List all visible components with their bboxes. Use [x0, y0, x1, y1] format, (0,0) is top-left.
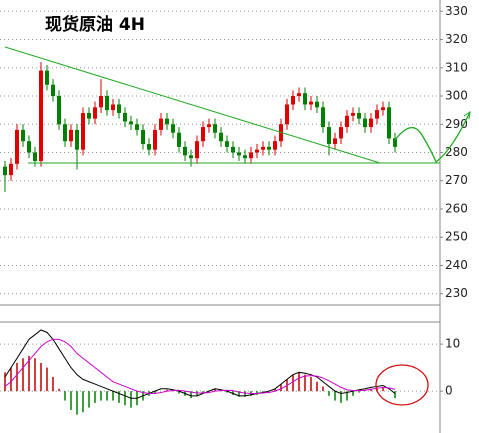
candle-body: [273, 141, 277, 150]
candle-body: [369, 118, 373, 128]
candle-body: [309, 101, 313, 105]
candle-body: [195, 141, 199, 159]
candle-body: [333, 138, 337, 145]
highlight-circle: [375, 364, 429, 406]
y-tick-label: 300: [445, 89, 468, 103]
candle-body: [111, 104, 115, 111]
candle-body: [255, 149, 259, 153]
candle-body: [345, 115, 349, 128]
candle-body: [267, 146, 271, 150]
candle-body: [189, 155, 193, 159]
candle-body: [9, 163, 13, 176]
candle-body: [45, 70, 49, 85]
candle-body: [171, 124, 175, 133]
candle-body: [81, 112, 85, 150]
candle-body: [51, 84, 55, 97]
candle-body: [249, 152, 253, 159]
y-tick-label: 250: [445, 230, 468, 244]
candle-body: [351, 112, 355, 116]
candle-body: [357, 112, 361, 119]
candle-body: [135, 124, 139, 130]
candle-body: [237, 152, 241, 156]
candle-body: [69, 129, 73, 142]
chart-title: 现货原油 4H: [45, 14, 145, 35]
candle-body: [57, 96, 61, 125]
candle-body: [141, 129, 145, 145]
candle-body: [339, 127, 343, 139]
candle-body: [315, 101, 319, 108]
candle-body: [27, 141, 31, 153]
candle-body: [93, 107, 97, 119]
y-tick-label: 270: [445, 173, 468, 187]
y-tick-label: 240: [445, 258, 468, 272]
candle-body: [225, 141, 229, 147]
candle-body: [363, 118, 367, 128]
candle-body: [105, 96, 109, 111]
candle-body: [321, 107, 325, 128]
candle-body: [123, 112, 127, 122]
candle-body: [285, 104, 289, 125]
candle-body: [303, 93, 307, 105]
candle-body: [15, 129, 19, 164]
candle-body: [297, 93, 301, 97]
candle-body: [243, 155, 247, 159]
candle-body: [117, 104, 121, 113]
y-tick-label: 330: [445, 4, 468, 18]
candle-body: [213, 124, 217, 133]
candle-body: [165, 118, 169, 125]
candle-body: [375, 110, 379, 119]
candle-body: [3, 166, 7, 176]
candle-body: [147, 144, 151, 150]
candle-body: [207, 124, 211, 128]
projection-curve: [394, 111, 471, 164]
macd-line: [4, 338, 396, 394]
candle-body: [63, 124, 67, 142]
projection-arrow: [463, 110, 471, 120]
candle-body: [261, 146, 265, 150]
macd-line: [4, 329, 396, 399]
y-tick-label: 230: [445, 286, 468, 300]
candle-body: [387, 107, 391, 139]
candle-body: [201, 127, 205, 142]
candle-body: [99, 96, 103, 108]
candle-body: [219, 132, 223, 142]
candle-body: [393, 138, 397, 147]
candle-body: [87, 112, 91, 119]
y-tick-label: 260: [445, 201, 468, 215]
trend-line: [4, 46, 381, 164]
y-tick-label: 310: [445, 60, 468, 74]
candle-body: [129, 121, 133, 125]
candle-body: [291, 96, 295, 105]
candle-body: [381, 107, 385, 111]
candle-body: [153, 129, 157, 150]
candle-body: [159, 118, 163, 130]
candle-body: [327, 127, 331, 145]
candle-body: [33, 152, 37, 161]
candle-body: [183, 146, 187, 156]
y-tick-label: 280: [445, 145, 468, 159]
candle-body: [177, 132, 181, 147]
candle-body: [231, 146, 235, 153]
y-tick-label: 10: [445, 337, 460, 351]
y-tick-label: 320: [445, 32, 468, 46]
candle-body: [21, 129, 25, 142]
candle-body: [75, 129, 79, 150]
macd-panel: 0 10: [0, 329, 460, 415]
y-tick-label: 0: [445, 384, 453, 398]
candle-body: [39, 70, 43, 161]
